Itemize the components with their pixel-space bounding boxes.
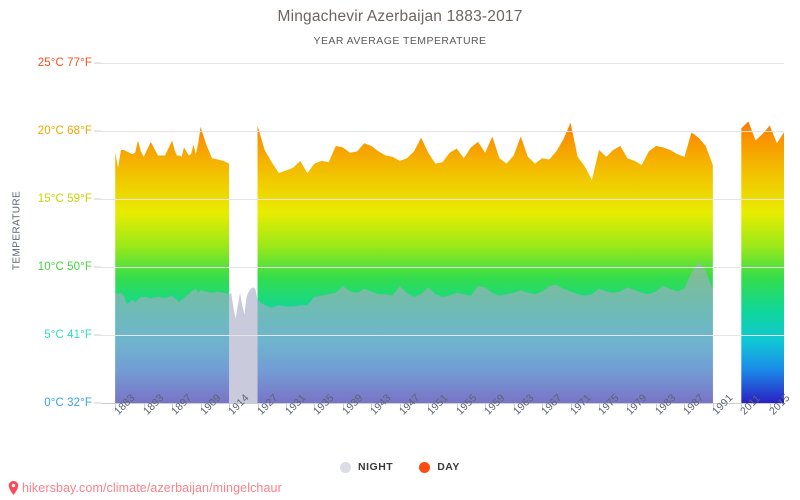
- x-tick-mark: [570, 403, 572, 409]
- gridline: [101, 63, 784, 64]
- source-link[interactable]: hikersbay.com/climate/azerbaijan/mingelc…: [8, 481, 282, 495]
- y-tick-mark: [94, 266, 101, 268]
- y-tick-mark: [94, 334, 101, 336]
- x-tick-mark: [229, 403, 231, 409]
- x-tick-mark: [342, 403, 344, 409]
- page-subtitle: YEAR AVERAGE TEMPERATURE: [313, 35, 487, 47]
- y-tick-mark: [94, 130, 101, 132]
- x-tick-label: 1987: [681, 391, 707, 418]
- source-url: hikersbay.com/climate/azerbaijan/mingelc…: [22, 481, 282, 495]
- x-tick-label: 2011: [738, 392, 764, 418]
- day-swatch-icon: [419, 461, 431, 473]
- chart-legend: NIGHT DAY: [0, 461, 800, 473]
- legend-label-day: DAY: [437, 461, 460, 473]
- y-tick-label: 10°C 50°F: [37, 261, 92, 273]
- x-tick-label: 1983: [652, 391, 679, 418]
- y-axis-labels: 25°C 77°F 20°C 68°F 15°C 59°F 10°C 50°F 5°C …: [0, 0, 101, 500]
- x-tick-mark: [285, 403, 287, 409]
- gridline: [101, 199, 784, 200]
- legend-item-night[interactable]: NIGHT: [340, 461, 393, 473]
- x-tick-label: 1963: [510, 391, 537, 418]
- x-tick-label: 1897: [169, 391, 195, 418]
- x-tick-label: 1927: [254, 391, 281, 418]
- x-tick-mark: [769, 403, 771, 409]
- gridline: [101, 131, 784, 132]
- gridline: [101, 335, 784, 336]
- x-tick-mark: [655, 403, 657, 409]
- x-tick-mark: [257, 403, 259, 409]
- x-tick-label: 1909: [197, 391, 224, 418]
- x-tick-label: 1991: [709, 391, 736, 418]
- series-canvas: [115, 121, 784, 403]
- y-tick-mark: [94, 198, 101, 200]
- x-tick-mark: [172, 403, 174, 409]
- x-tick-label: 1951: [425, 391, 451, 418]
- x-tick-label: 1967: [539, 391, 565, 418]
- map-pin-icon: [8, 481, 19, 495]
- y-tick-label: 15°C 59°F: [37, 193, 92, 205]
- x-tick-label: 2015: [766, 391, 793, 418]
- x-tick-mark: [200, 403, 202, 409]
- x-tick-label: 1939: [339, 391, 366, 418]
- x-tick-label: 1893: [140, 391, 167, 418]
- x-tick-label: 1883: [112, 391, 138, 418]
- gridline: [101, 267, 784, 268]
- x-tick-label: 1979: [624, 391, 651, 418]
- x-tick-label: 1959: [482, 391, 508, 418]
- x-tick-mark: [627, 403, 629, 409]
- x-tick-mark: [371, 403, 373, 409]
- y-tick-mark: [94, 402, 101, 404]
- x-tick-mark: [712, 403, 714, 409]
- x-tick-mark: [485, 403, 487, 409]
- y-tick-label: 5°C 41°F: [44, 329, 92, 341]
- x-tick-mark: [428, 403, 430, 409]
- x-tick-mark: [399, 403, 401, 409]
- x-tick-label: 1935: [311, 391, 338, 418]
- x-tick-mark: [456, 403, 458, 409]
- x-tick-label: 1947: [396, 391, 423, 418]
- x-tick-mark: [314, 403, 316, 409]
- page-title: Mingachevir Azerbaijan 1883-2017: [277, 8, 523, 25]
- x-tick-mark: [143, 403, 145, 409]
- x-axis-line: [101, 403, 784, 404]
- x-tick-label: 1955: [453, 391, 480, 418]
- x-tick-mark: [542, 403, 544, 409]
- y-tick-label: 20°C 68°F: [37, 125, 92, 137]
- x-tick-label: 1931: [282, 391, 309, 418]
- x-tick-mark: [115, 403, 117, 409]
- legend-item-day[interactable]: DAY: [419, 461, 460, 473]
- x-tick-mark: [599, 403, 601, 409]
- x-tick-label: 1914: [226, 391, 252, 418]
- x-tick-label: 1943: [368, 391, 394, 418]
- y-tick-label: 25°C 77°F: [37, 57, 92, 69]
- y-tick-label: 0°C 32°F: [44, 397, 92, 409]
- x-tick-label: 1975: [596, 391, 622, 418]
- x-tick-mark: [741, 403, 743, 409]
- y-tick-mark: [94, 62, 101, 64]
- x-tick-label: 1971: [567, 391, 594, 418]
- x-tick-mark: [513, 403, 515, 409]
- legend-label-night: NIGHT: [358, 461, 394, 473]
- plot-area: [101, 63, 784, 403]
- night-swatch-icon: [340, 461, 352, 473]
- x-tick-mark: [684, 403, 686, 409]
